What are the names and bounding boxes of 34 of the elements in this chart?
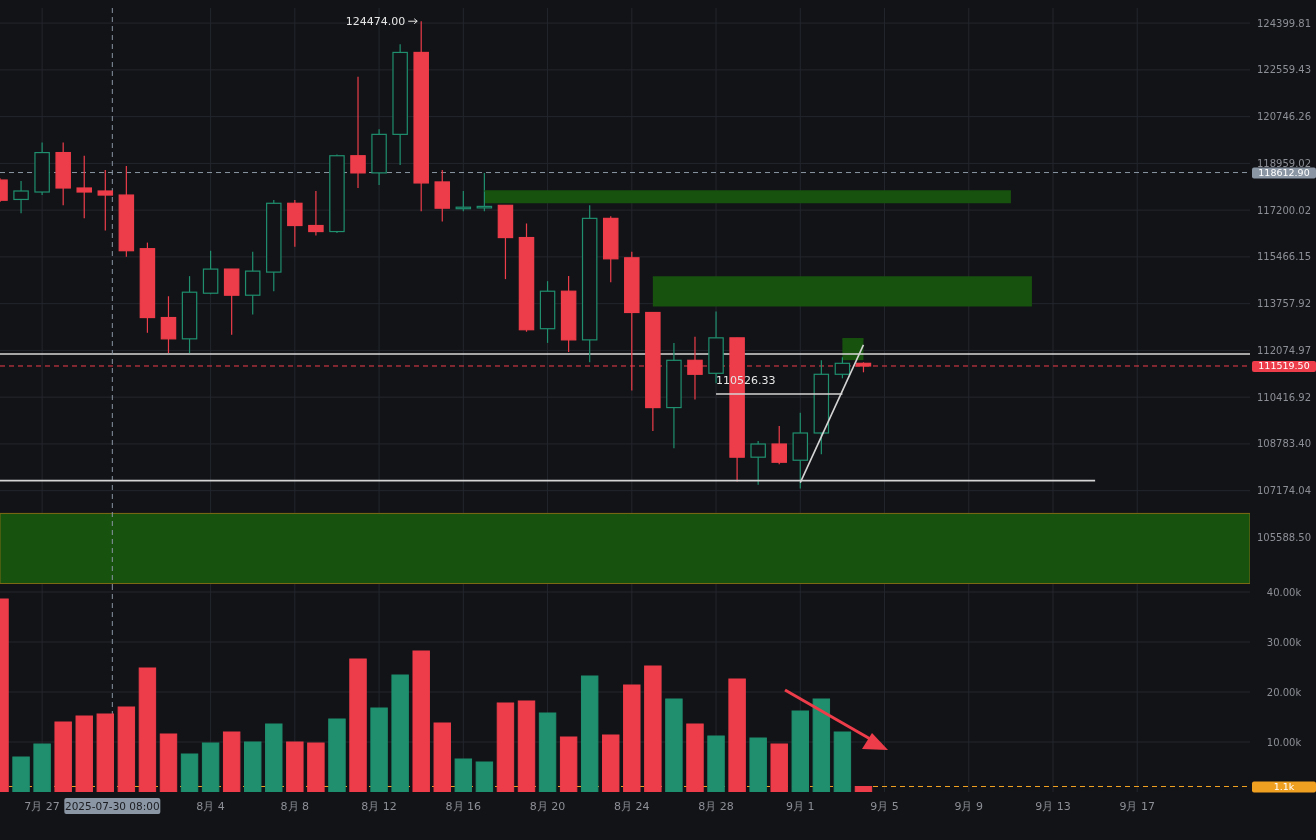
ref-line-label: 1.1k: [1273, 781, 1295, 792]
y-tick-label: 124399.81: [1256, 17, 1312, 29]
y-tick-label: 115466.15: [1256, 251, 1312, 263]
x-tick-label: 8月 24: [614, 800, 650, 813]
y-tick-label: 40.00k: [1266, 586, 1302, 598]
y-tick-label: 20.00k: [1266, 686, 1302, 698]
x-tick-label: 9月 5: [870, 800, 899, 813]
y-tick-label: 108783.40: [1256, 438, 1312, 450]
y-tick-label: 30.00k: [1266, 636, 1302, 648]
x-tick-label: 8月 20: [529, 800, 566, 813]
x-tick-label: 8月 16: [445, 800, 482, 813]
y-tick-label: 107174.04: [1256, 485, 1312, 497]
y-tick-label: 10.00k: [1266, 736, 1302, 748]
y-tick-label: 122559.43: [1256, 64, 1312, 76]
x-tick-label: 8月 12: [361, 800, 397, 813]
x-tick-label: 7月 27: [24, 800, 60, 813]
x-tick-label: 9月 17: [1119, 800, 1155, 813]
x-tick-label: 9月 9: [954, 800, 984, 813]
ref-line-label: 2025-07-30 08:00: [65, 800, 160, 812]
x-tick-label: 8月 8: [280, 800, 310, 813]
ref-line-label: 118612.90: [1258, 167, 1310, 179]
y-tick-label: 118959.02: [1256, 157, 1312, 169]
x-tick-label: 9月 1: [786, 800, 815, 813]
x-tick-label: 8月 4: [196, 800, 225, 813]
x-tick-label: 8月 28: [698, 800, 734, 813]
y-tick-label: 112074.97: [1256, 344, 1312, 356]
y-tick-label: 113757.92: [1256, 298, 1312, 310]
annotation: 124474.00: [345, 15, 406, 29]
y-tick-label: 105588.50: [1256, 531, 1312, 543]
y-tick-label: 110416.92: [1256, 391, 1312, 403]
y-tick-label: 120746.26: [1256, 111, 1312, 123]
y-tick-label: 117200.02: [1256, 204, 1312, 216]
ref-line-label: 111519.50: [1258, 360, 1310, 372]
x-tick-label: 9月 13: [1035, 800, 1071, 813]
